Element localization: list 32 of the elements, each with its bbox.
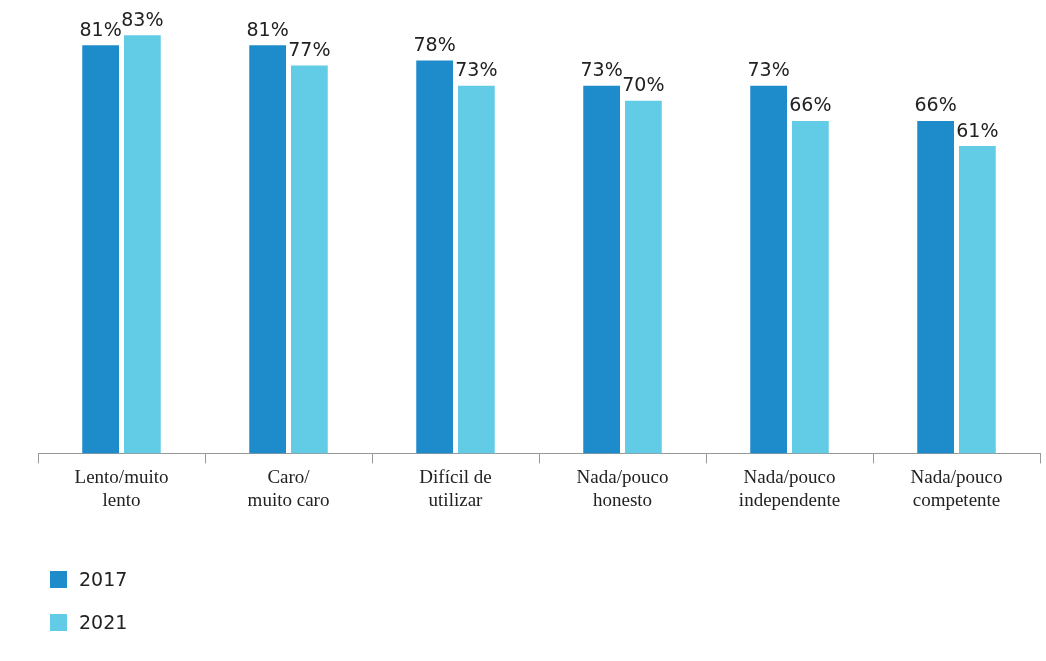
x-tick-label: Caro/ muito caro bbox=[247, 465, 330, 510]
bar bbox=[959, 146, 996, 454]
data-label: 81% bbox=[246, 17, 289, 40]
bar bbox=[458, 85, 495, 454]
data-label: 78% bbox=[413, 32, 456, 55]
data-label: 73% bbox=[580, 58, 623, 81]
x-tick-label: Nada/pouco competente bbox=[910, 465, 1003, 510]
data-label: 66% bbox=[914, 93, 957, 116]
data-label: 81% bbox=[79, 17, 122, 40]
bar bbox=[291, 65, 328, 454]
data-label: 77% bbox=[288, 37, 331, 60]
x-tick-label: Difícil de utilizar bbox=[419, 465, 492, 510]
bar bbox=[625, 100, 662, 454]
x-tick-label: Lento/muito lento bbox=[74, 465, 169, 510]
bar bbox=[82, 45, 119, 454]
bar bbox=[750, 85, 787, 454]
legend-label: 2017 bbox=[79, 568, 128, 590]
data-label: 66% bbox=[789, 93, 832, 116]
bar bbox=[792, 120, 829, 454]
data-label: 83% bbox=[121, 7, 164, 30]
bar bbox=[124, 35, 161, 454]
legend-label: 2021 bbox=[79, 611, 128, 633]
x-tick-label: Nada/pouco independente bbox=[738, 465, 841, 510]
data-label: 73% bbox=[747, 58, 790, 81]
data-label: 61% bbox=[956, 118, 999, 141]
data-label: 73% bbox=[455, 58, 498, 81]
data-label: 70% bbox=[622, 73, 665, 96]
bar bbox=[249, 45, 286, 454]
bar bbox=[917, 120, 954, 454]
bar bbox=[416, 60, 453, 454]
x-tick-label: Nada/pouco honesto bbox=[576, 465, 669, 510]
bar bbox=[583, 85, 620, 454]
